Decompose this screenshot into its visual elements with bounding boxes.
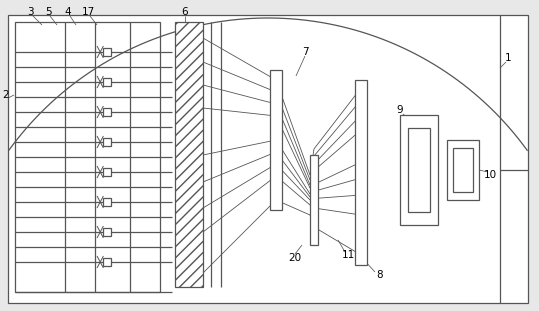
Bar (103, 108, 112, 116)
Text: 10: 10 (483, 170, 496, 180)
Bar (15, 22, 160, 292)
Text: 6: 6 (182, 7, 188, 17)
Bar (103, 78, 112, 86)
Text: 9: 9 (397, 105, 403, 115)
Bar (175, 22, 203, 287)
Bar (103, 48, 112, 56)
Bar (408, 128, 430, 212)
Text: 20: 20 (288, 253, 301, 263)
Text: 8: 8 (377, 270, 383, 280)
Text: 3: 3 (27, 7, 33, 17)
Text: 4: 4 (65, 7, 71, 17)
Bar (270, 70, 282, 210)
Bar (103, 228, 112, 236)
Bar (400, 115, 438, 225)
Text: 17: 17 (81, 7, 95, 17)
Bar (310, 155, 318, 245)
Bar (103, 138, 112, 146)
Bar (103, 168, 112, 176)
Text: 11: 11 (341, 250, 355, 260)
Bar (103, 198, 112, 206)
Text: 7: 7 (302, 47, 308, 57)
Text: 5: 5 (45, 7, 51, 17)
Bar (453, 148, 473, 192)
Bar (355, 80, 367, 265)
Text: 2: 2 (3, 90, 9, 100)
Text: 1: 1 (505, 53, 512, 63)
Bar (447, 140, 479, 200)
Bar (103, 258, 112, 266)
